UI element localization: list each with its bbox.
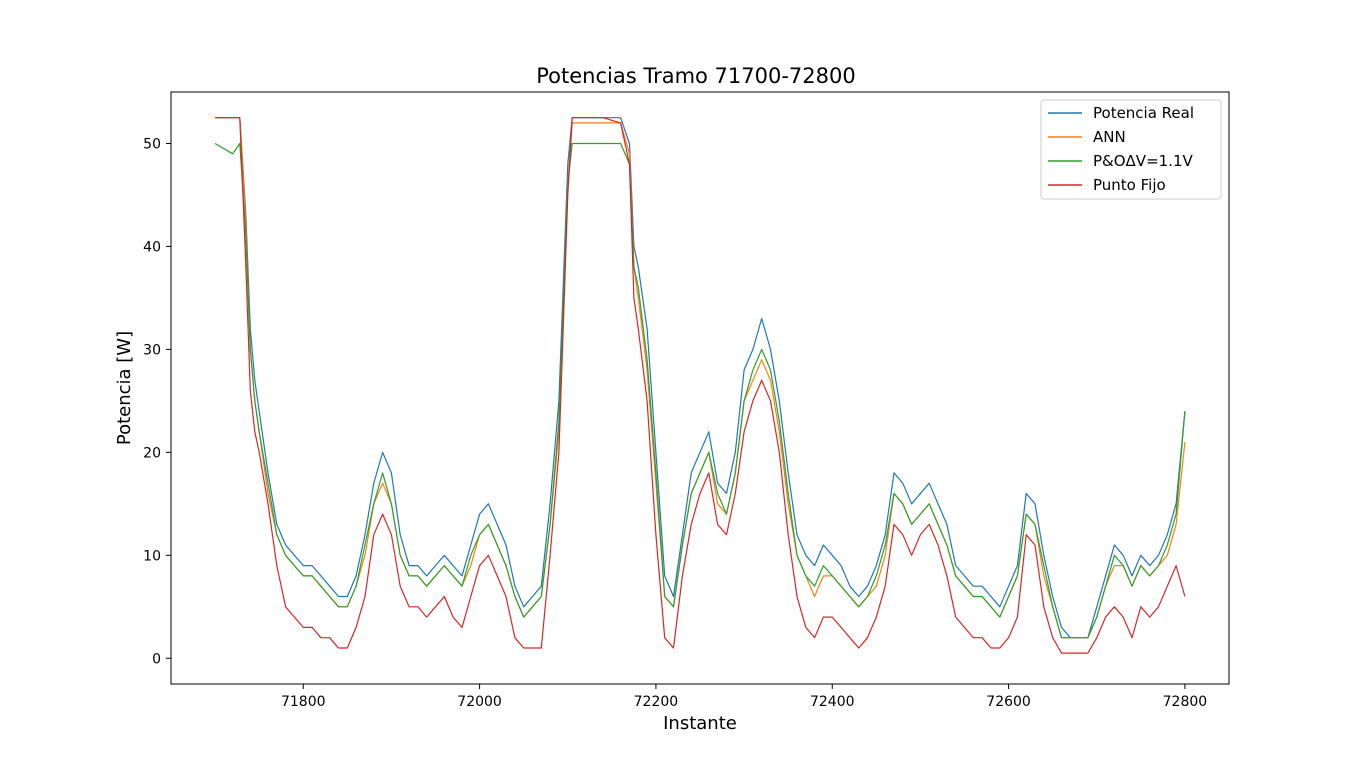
x-axis: 71800 72000 72200 72400 72600 72800 xyxy=(281,684,1207,710)
y-tick-label: 20 xyxy=(143,445,161,461)
series-layer xyxy=(214,117,1186,654)
x-tick-label: 72200 xyxy=(634,694,679,710)
legend-box xyxy=(1040,99,1222,200)
legend-label: Potencia Real xyxy=(1093,104,1194,122)
y-tick-label: 30 xyxy=(143,342,161,358)
y-axis-label: Potencia [W] xyxy=(114,331,135,445)
legend-label: ANN xyxy=(1093,128,1126,146)
y-tick-label: 0 xyxy=(152,651,161,667)
legend: Potencia Real ANN P&OΔV=1.1V Punto Fijo xyxy=(1040,99,1222,200)
x-tick-label: 72800 xyxy=(1163,694,1208,710)
y-axis: 0 10 20 30 40 50 xyxy=(143,136,171,667)
x-tick-label: 72600 xyxy=(986,694,1031,710)
series-line-2 xyxy=(214,142,1186,639)
x-axis-label: Instante xyxy=(663,713,737,734)
y-tick-label: 40 xyxy=(143,239,161,255)
y-tick-label: 50 xyxy=(143,136,161,152)
chart-title: Potencias Tramo 71700-72800 xyxy=(536,64,856,88)
y-tick-label: 10 xyxy=(143,548,161,564)
x-tick-label: 72400 xyxy=(810,694,855,710)
series-line-3 xyxy=(215,117,1186,654)
x-tick-label: 72000 xyxy=(457,694,502,710)
legend-label: Punto Fijo xyxy=(1093,176,1166,194)
plot-frame xyxy=(170,91,1230,685)
x-tick-label: 71800 xyxy=(281,694,326,710)
legend-label: P&OΔV=1.1V xyxy=(1093,152,1193,170)
series-line-0 xyxy=(215,117,1186,639)
